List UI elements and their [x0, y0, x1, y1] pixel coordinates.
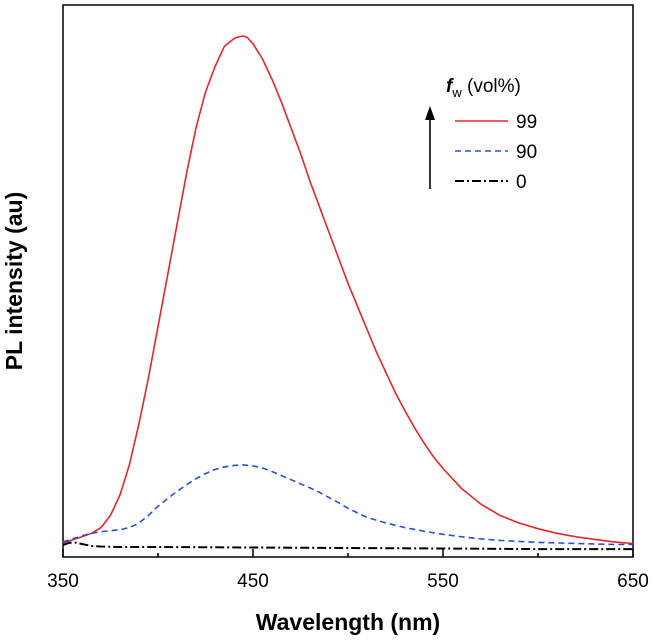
- legend-arrow-head-icon: [425, 106, 435, 120]
- y-axis-title: PL intensity (au): [1, 192, 27, 371]
- series-layer: [62, 35, 634, 551]
- legend-label-99: 99: [516, 112, 537, 133]
- legend: fw (vol%) 99 90 0: [425, 76, 537, 193]
- x-tick-label: 450: [237, 571, 269, 592]
- legend-label-0: 0: [516, 172, 527, 193]
- x-axis-title: Wavelength (nm): [256, 609, 440, 635]
- legend-title: fw (vol%): [446, 76, 521, 100]
- x-axis-ticks: 350 450 550 650: [47, 549, 649, 592]
- series-line-0: [62, 541, 633, 551]
- legend-title-rest: (vol%): [462, 76, 521, 97]
- x-tick-label: 650: [617, 571, 649, 592]
- legend-title-symbol: f: [446, 76, 454, 97]
- series-line-90: [62, 464, 633, 546]
- series-line-99: [62, 35, 634, 545]
- legend-title-subscript: w: [451, 85, 462, 100]
- legend-entries: 99 90 0: [455, 112, 537, 193]
- x-tick-label: 550: [427, 571, 459, 592]
- legend-label-90: 90: [516, 142, 537, 163]
- plot-frame: [62, 4, 634, 558]
- x-tick-label: 350: [47, 571, 79, 592]
